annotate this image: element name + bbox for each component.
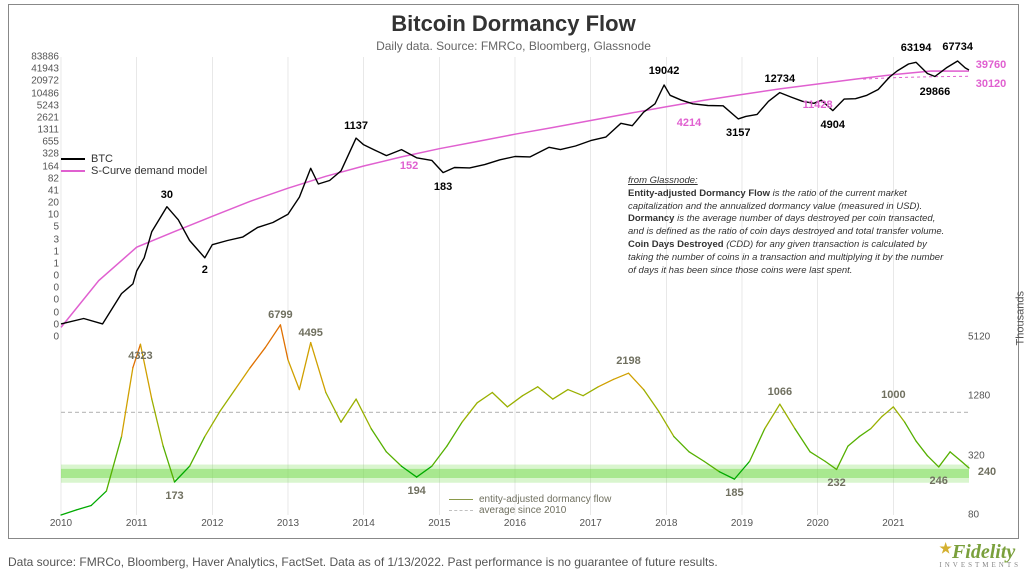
- legend-item: entity-adjusted dormancy flow: [449, 494, 611, 505]
- fidelity-logo: ★Fidelity INVESTMENTS: [939, 541, 1021, 569]
- legend-item: BTC: [61, 153, 207, 165]
- definitions-line: Entity-adjusted Dormancy Flow is the rat…: [628, 188, 948, 214]
- y-left-tick: 1311: [37, 125, 59, 136]
- chart-annotation: 6799: [268, 309, 292, 321]
- chart-header: Bitcoin Dormancy Flow Daily data. Source…: [9, 11, 1018, 53]
- y-right-tick: 1280: [968, 391, 990, 402]
- y-left-tick: 0: [53, 332, 59, 343]
- y-left-tick: 83886: [31, 52, 59, 63]
- y-left-tick: 10486: [31, 88, 59, 99]
- y-left-tick: 41: [48, 185, 59, 196]
- chart-annotation: 67734: [942, 41, 973, 53]
- y-axis-right: 8032012805120: [968, 57, 1008, 515]
- chart-annotation: 2: [202, 264, 208, 276]
- footer-text: Data source: FMRCo, Bloomberg, Haver Ana…: [8, 555, 718, 569]
- chart-annotation: 4323: [128, 350, 152, 362]
- y-left-tick: 20972: [31, 76, 59, 87]
- chart-annotation: 152: [400, 160, 418, 172]
- chart-annotation: 3157: [726, 127, 750, 139]
- chart-annotation: 30120: [976, 78, 1007, 90]
- x-tick: 2012: [201, 518, 223, 529]
- x-tick: 2010: [50, 518, 72, 529]
- y-right-tick: 80: [968, 510, 979, 521]
- y-left-tick: 1: [53, 258, 59, 269]
- logo-subtext: INVESTMENTS: [939, 561, 1021, 569]
- x-tick: 2015: [428, 518, 450, 529]
- y-left-tick: 0: [53, 319, 59, 330]
- chart-annotation: 1066: [768, 386, 792, 398]
- y-left-tick: 1: [53, 246, 59, 257]
- y-left-tick: 3: [53, 234, 59, 245]
- y-axis-left: 0000001135102041821643286551311262152431…: [19, 57, 59, 515]
- x-tick: 2013: [277, 518, 299, 529]
- y-right-tick: 320: [968, 450, 985, 461]
- x-tick: 2021: [882, 518, 904, 529]
- x-tick: 2011: [126, 518, 148, 529]
- x-tick: 2014: [353, 518, 375, 529]
- x-tick: 2019: [731, 518, 753, 529]
- chart-annotation: 240: [978, 466, 996, 478]
- definitions-head: from Glassnode:: [628, 175, 948, 188]
- logo-text: Fidelity: [952, 541, 1015, 563]
- y-left-tick: 41943: [31, 64, 59, 75]
- chart-annotation: 194: [407, 485, 425, 497]
- y-left-tick: 0: [53, 295, 59, 306]
- x-tick: 2020: [807, 518, 829, 529]
- x-tick: 2018: [655, 518, 677, 529]
- chart-subtitle: Daily data. Source: FMRCo, Bloomberg, Gl…: [9, 39, 1018, 53]
- legend-item: average since 2010: [449, 505, 611, 516]
- chart-annotation: 183: [434, 181, 452, 193]
- chart-title: Bitcoin Dormancy Flow: [9, 11, 1018, 37]
- y-left-tick: 10: [48, 210, 59, 221]
- chart-frame: Bitcoin Dormancy Flow Daily data. Source…: [8, 4, 1019, 539]
- chart-annotation: 4904: [821, 119, 845, 131]
- y-left-tick: 0: [53, 271, 59, 282]
- y-left-tick: 5243: [37, 100, 59, 111]
- chart-annotation: 39760: [976, 59, 1007, 71]
- legend-top: BTCS-Curve demand model: [61, 153, 207, 177]
- x-axis: 2010201120122013201420152016201720182019…: [61, 518, 969, 534]
- x-tick: 2016: [504, 518, 526, 529]
- y-left-tick: 5: [53, 222, 59, 233]
- y-left-tick: 2621: [37, 112, 59, 123]
- definitions-line: Dormancy is the average number of days d…: [628, 213, 948, 239]
- y-left-tick: 164: [42, 161, 59, 172]
- chart-annotation: 1000: [881, 389, 905, 401]
- y-left-tick: 20: [48, 198, 59, 209]
- chart-annotation: 19042: [649, 65, 680, 77]
- chart-annotation: 4495: [298, 327, 322, 339]
- definitions-line: Coin Days Destroyed (CDD) for any given …: [628, 239, 948, 277]
- x-tick: 2017: [580, 518, 602, 529]
- chart-annotation: 29866: [920, 86, 951, 98]
- y-right-tick: 5120: [968, 332, 990, 343]
- legend-item: S-Curve demand model: [61, 165, 207, 177]
- definitions-box: from Glassnode:Entity-adjusted Dormancy …: [628, 175, 948, 278]
- legend-bottom: entity-adjusted dormancy flowaverage sin…: [449, 494, 611, 516]
- chart-annotation: 246: [930, 475, 948, 487]
- chart-annotation: 185: [725, 487, 743, 499]
- chart-annotation: 63194: [901, 42, 932, 54]
- chart-annotation: 1137: [344, 120, 368, 132]
- chart-annotation: 12734: [765, 73, 796, 85]
- chart-annotation: 173: [165, 490, 183, 502]
- y-left-tick: 82: [48, 173, 59, 184]
- footer: Data source: FMRCo, Bloomberg, Haver Ana…: [8, 541, 1021, 569]
- star-icon: ★: [939, 542, 952, 557]
- chart-annotation: 11428: [803, 99, 833, 111]
- right-axis-title: Thousands: [1014, 291, 1026, 345]
- chart-annotation: 30: [161, 189, 173, 201]
- y-left-tick: 655: [42, 137, 59, 148]
- y-left-tick: 0: [53, 307, 59, 318]
- chart-annotation: 232: [827, 477, 845, 489]
- y-left-tick: 0: [53, 283, 59, 294]
- chart-annotation: 4214: [677, 117, 701, 129]
- chart-annotation: 2198: [616, 355, 640, 367]
- y-left-tick: 328: [42, 149, 59, 160]
